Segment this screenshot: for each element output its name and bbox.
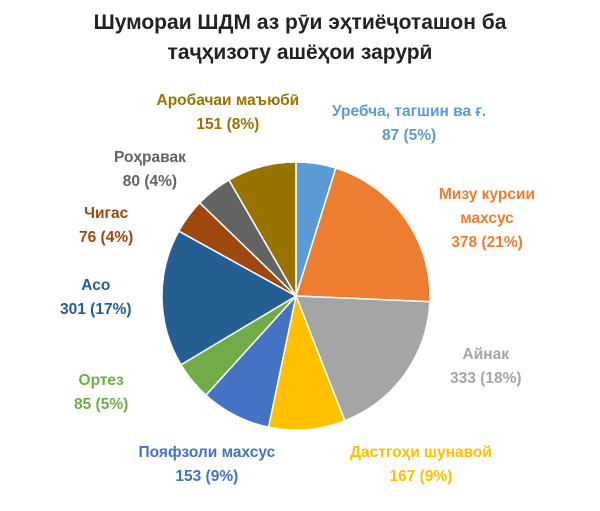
slice-label-9: Аробачаи маъюбӣ 151 (8%)	[157, 89, 300, 137]
slice-label-0: Уребча, тагшин ва ғ. 87 (5%)	[332, 100, 486, 148]
slice-label-name: Айнак	[462, 346, 509, 363]
slice-label-5: Ортез 85 (5%)	[74, 369, 128, 417]
chart-title: Шумораи ШДМ аз рӯи эҳтиёҷоташон ба таҷҳи…	[0, 8, 600, 68]
slice-label-value: 153 (9%)	[175, 468, 239, 485]
slice-label-8: Роҳравак 80 (4%)	[114, 146, 186, 194]
slice-label-value: 76 (4%)	[79, 229, 134, 246]
pie-slice-3	[267, 293, 346, 431]
pie-slice-1	[294, 167, 431, 303]
slice-label-value: 80 (4%)	[122, 173, 178, 190]
pie-slice-9	[227, 161, 297, 299]
slice-label-value: 378 (21%)	[451, 234, 523, 251]
slice-label-7: Чигас 76 (4%)	[79, 202, 133, 250]
slice-label-2: Айнак 333 (18%)	[450, 343, 522, 391]
chart-title-line-2: таҷҳизоту ашёҳои зарурӣ	[167, 41, 433, 64]
chart-title-line-1: Шумораи ШДМ аз рӯи эҳтиёҷоташон ба	[93, 11, 507, 34]
slice-label-name: Аробачаи маъюбӣ	[156, 92, 300, 109]
slice-label-name: махсус	[460, 210, 514, 227]
slice-label-value: 151 (8%)	[196, 116, 260, 133]
slice-label-name: Асо	[81, 277, 111, 294]
slice-label-value: 333 (18%)	[450, 370, 522, 387]
slice-label-value: 301 (17%)	[60, 301, 132, 318]
slice-label-4: Пояфзоли махсус 153 (9%)	[139, 441, 276, 489]
slice-label-name: Ортез	[78, 372, 124, 389]
slice-label-1: Мизу курсии махсус 378 (21%)	[439, 183, 535, 255]
pie-slice-2	[294, 295, 431, 422]
slice-label-name: Пояфзоли махсус	[138, 444, 276, 461]
pie-slice-6	[161, 230, 298, 366]
slice-label-value: 85 (5%)	[74, 396, 129, 413]
slice-label-value: 87 (5%)	[381, 127, 437, 144]
slice-label-6: Асо 301 (17%)	[60, 274, 132, 322]
slice-label-name: Уребча, тагшин ва ғ.	[332, 103, 487, 120]
slice-label-3: Дастгоҳи шунавой 167 (9%)	[350, 441, 492, 489]
slice-label-name: Чигас	[84, 205, 129, 222]
slice-label-name: Дастгоҳи шунавой	[350, 444, 492, 461]
slice-label-name: Роҳравак	[114, 149, 186, 166]
slice-label-value: 167 (9%)	[389, 468, 453, 485]
slice-label-name: Мизу курсии	[439, 186, 536, 203]
